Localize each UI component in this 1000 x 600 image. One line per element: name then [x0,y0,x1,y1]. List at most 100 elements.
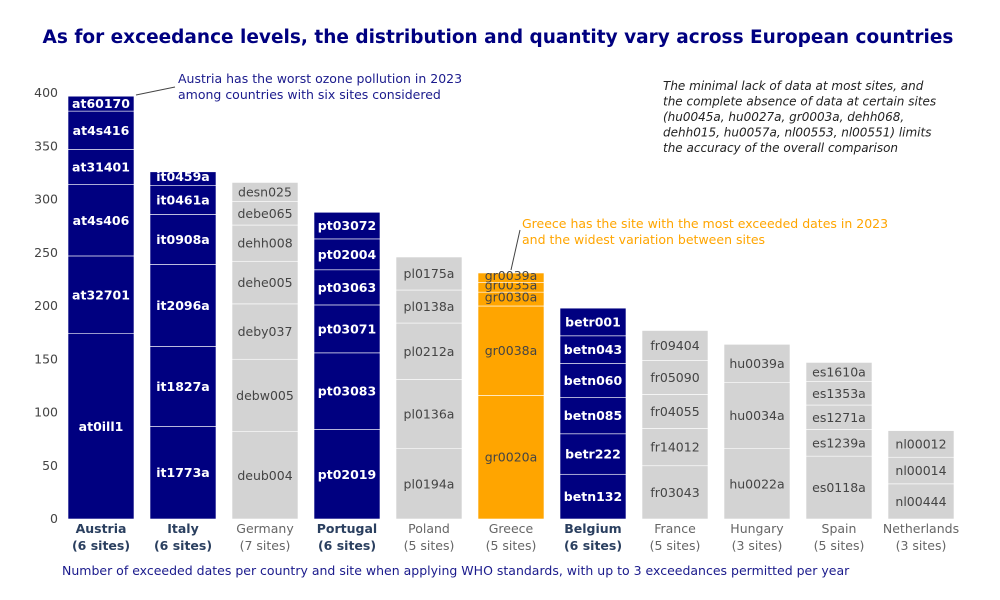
data-note-line: the complete absence of data at certain … [663,95,936,109]
segment-label-fr03043: fr03043 [650,485,699,500]
bar-segment-fr04055 [641,394,709,429]
segment-label-hu0034a: hu0034a [729,408,784,423]
segment-label-gr0039a: gr0039a [485,268,538,283]
bar-segment-pl0136a [395,379,463,450]
category-sites-austria: (6 sites) [72,538,130,553]
segment-label-at60170: at60170 [72,96,130,111]
bar-segment-gr0039a [477,272,545,283]
segment-label-betr222: betr222 [565,447,621,462]
segment-label-it1773a: it1773a [156,465,210,480]
country-bar-germany: deub004 debw005 deby037 dehe005 dehh008 debe0… [231,182,299,520]
segment-label-fr09404: fr09404 [650,338,699,353]
segment-label-at4s406: at4s406 [73,213,130,228]
country-bar-italy: it1773a it1827a it2096a it0908a it0461a it045… [149,169,217,520]
segment-label-nl00014: nl00014 [895,463,946,478]
data-note-line: dehh015, hu0057a, nl00553, nl00551) limi… [663,126,931,140]
bar-segment-pl0138a [395,289,463,324]
country-bar-france: fr03043 fr14012 fr04055 fr05090 fr09404 [641,330,709,520]
segment-label-dehe005: dehe005 [237,275,292,290]
segment-label-dehh008: dehh008 [237,236,292,251]
segment-label-pt03083: pt03083 [318,384,376,399]
bar-segment-fr03043 [641,465,709,520]
chart-title: As for exceedance levels, the distributi… [43,27,954,48]
segment-label-es1271a: es1271a [812,410,866,425]
annotations-layer: Austria has the worst ozone pollution in… [135,71,936,271]
category-label-greece: Greece [489,521,534,536]
segment-label-fr14012: fr14012 [650,440,699,455]
category-sites-italy: (6 sites) [154,538,212,553]
segment-label-it1827a: it1827a [156,379,210,394]
bar-segment-nl00014 [887,456,955,485]
bar-segment-gr0038a [477,305,545,396]
category-label-spain: Spain [822,521,857,536]
data-note-line: the accuracy of the overall comparison [663,141,898,155]
bar-segment-nl00012 [887,430,955,458]
bar-segment-at31401 [67,149,135,185]
y-tick-label: 200 [34,298,58,313]
bar-segment-at4s416 [67,110,135,150]
bar-segment-pt02019 [313,429,381,520]
greece-annotation-line: and the widest variation between sites [522,232,765,247]
bar-segment-at32701 [67,255,135,334]
category-sites-netherlands: (3 sites) [896,538,947,553]
austria-annotation-arrow [135,86,176,96]
category-label-portugal: Portugal [317,521,377,536]
y-tick-label: 150 [34,351,58,366]
bar-segment-gr0020a [477,395,545,520]
category-sites-spain: (5 sites) [814,538,865,553]
bar-segment-betn060 [559,363,627,398]
bar-segment-dehe005 [231,260,299,305]
bar-segment-pl0212a [395,322,463,380]
bar-segment-debw005 [231,358,299,432]
bar-segment-pt02004 [313,238,381,271]
bar-segment-nl00444 [887,483,955,520]
y-tick-label: 300 [34,192,58,207]
segment-label-pl0136a: pl0136a [404,407,455,422]
category-sites-germany: (7 sites) [240,538,291,553]
segment-label-it0908a: it0908a [156,232,210,247]
segment-label-at31401: at31401 [72,160,130,175]
segment-label-pt02004: pt02004 [318,247,377,262]
bar-segment-it2096a [149,264,217,347]
bar-segment-pt03063 [313,269,381,306]
segment-label-pt03063: pt03063 [318,280,376,295]
segment-label-gr0038a: gr0038a [485,343,538,358]
segment-label-debe065: debe065 [237,206,292,221]
bar-segment-betr001 [559,307,627,337]
greece-annotation-arrow [510,229,521,271]
segment-label-deby037: deby037 [238,324,293,339]
segment-label-betn060: betn060 [564,373,623,388]
bar-segment-hu0039a [723,344,791,383]
category-sites-france: (5 sites) [650,538,701,553]
data-note-line: The minimal lack of data at most sites, … [663,79,924,93]
segment-label-hu0039a: hu0039a [729,356,784,371]
category-sites-hungary: (3 sites) [732,538,783,553]
segment-label-nl00444: nl00444 [895,494,946,509]
segment-label-fr04055: fr04055 [650,404,699,419]
category-label-austria: Austria [76,521,127,536]
segment-label-pt02019: pt02019 [318,467,376,482]
bar-segment-at60170 [67,95,135,112]
segment-label-at4s416: at4s416 [73,123,130,138]
segment-label-it0459a: it0459a [156,169,210,184]
segment-label-pl0212a: pl0212a [404,344,455,359]
segment-label-gr0020a: gr0020a [485,450,538,465]
y-axis: 0 50 100 150 200 250 300 350 400 [34,85,58,526]
country-bar-portugal: pt02019 pt03083 pt03071 pt03063 pt02004 pt030… [313,211,381,520]
category-sites-belgium: (6 sites) [564,538,622,553]
bars-layer: at0ill1 at32701 at4s406 at31401 at4s416 at601… [67,95,955,520]
bar-segment-deby037 [231,303,299,360]
segment-label-gr0030a: gr0030a [485,289,538,304]
bar-segment-pl0194a [395,448,463,520]
x-axis-title: Number of exceeded dates per country and… [62,563,850,578]
country-bar-netherlands: nl00444 nl00014 nl00012 [887,430,955,520]
segment-label-betn043: betn043 [564,342,622,357]
bar-segment-hu0034a [723,382,791,450]
bar-segment-pt03072 [313,211,381,240]
category-sites-poland: (5 sites) [404,538,455,553]
segment-label-es1239a: es1239a [812,435,866,450]
segment-label-betn132: betn132 [564,489,622,504]
category-label-belgium: Belgium [564,521,621,536]
